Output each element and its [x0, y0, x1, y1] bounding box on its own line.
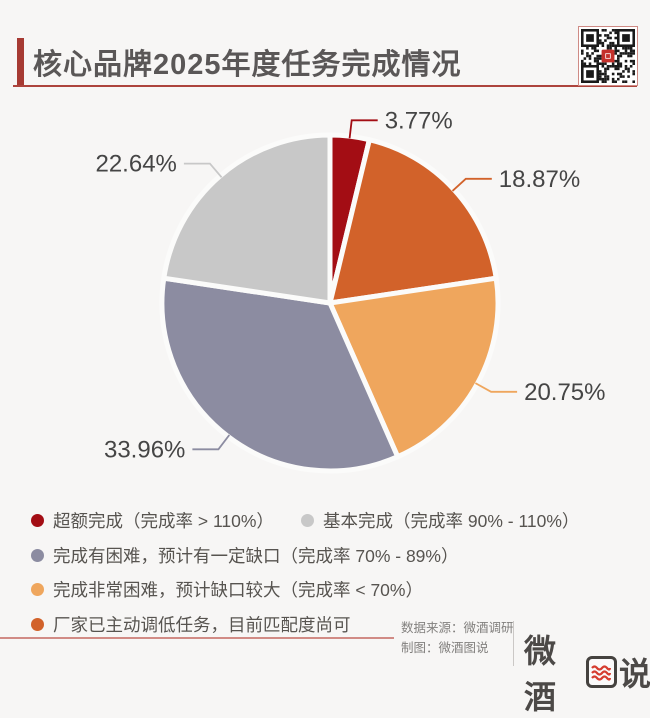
chart-credit-line: 制图：微酒图说 — [401, 641, 489, 655]
source-block: 数据来源：微酒调研 制图：微酒图说 — [401, 618, 514, 658]
footer-vertical-divider — [513, 621, 514, 666]
infographic-page: 核心品牌2025年度任务完成情况 3.77% 18.87% 20.75% 33.96%… — [0, 26, 650, 715]
legend-item: 完成非常困难，预计缺口较大（完成率 < 70%） — [31, 577, 423, 602]
pie-label-line — [192, 434, 231, 451]
legend-dot-icon — [31, 514, 44, 527]
title-accent-bar — [17, 38, 24, 85]
brand-logo: 微酒 说 — [524, 626, 650, 718]
pie-label-line — [348, 119, 378, 139]
qr-code-icon — [578, 26, 638, 86]
pie-percentage-label: 20.75% — [524, 379, 605, 406]
footer-accent-line — [0, 637, 394, 639]
legend-row: 超额完成（完成率 > 110%） 基本完成（完成率 90% - 110%） — [31, 508, 631, 533]
qr-code-pattern — [581, 29, 635, 83]
logo-suffix: 说 — [618, 656, 650, 692]
legend-row: 完成非常困难，预计缺口较大（完成率 < 70%） — [31, 577, 631, 602]
pie-percentage-label: 33.96% — [104, 436, 185, 463]
pie-label-line — [451, 177, 492, 192]
pie-chart: 3.77% 18.87% 20.75% 33.96% 22.64% — [0, 95, 650, 515]
pie-percentage-label: 22.64% — [95, 151, 176, 178]
pie-percentage-label: 3.77% — [385, 107, 453, 134]
legend-row: 厂家已主动调低任务，目前匹配度尚可 — [31, 612, 631, 637]
legend-dot-icon — [301, 514, 314, 527]
pie-slice — [161, 132, 333, 306]
page-title: 核心品牌2025年度任务完成情况 — [33, 48, 462, 81]
legend-dot-icon — [31, 617, 44, 631]
legend-label: 完成非常困难，预计缺口较大（完成率 < 70%） — [53, 580, 423, 600]
pie-label-line — [474, 382, 518, 393]
pie-label-line — [183, 162, 223, 178]
legend-label: 基本完成（完成率 90% - 110%） — [323, 511, 580, 531]
title-underline — [13, 85, 637, 87]
legend-item: 超额完成（完成率 > 110%） — [31, 508, 301, 533]
legend-item: 厂家已主动调低任务，目前匹配度尚可 — [31, 612, 351, 637]
red-waves-icon — [585, 656, 617, 688]
legend: 超额完成（完成率 > 110%） 基本完成（完成率 90% - 110%） 完成有困… — [31, 508, 631, 646]
data-source-line: 数据来源：微酒调研 — [401, 621, 514, 635]
legend-row: 完成有困难，预计有一定缺口（完成率 70% - 89%） — [31, 543, 631, 568]
legend-item: 基本完成（完成率 90% - 110%） — [301, 508, 579, 533]
legend-dot-icon — [31, 583, 44, 596]
legend-label: 完成有困难，预计有一定缺口（完成率 70% - 89%） — [53, 545, 459, 566]
legend-label: 厂家已主动调低任务，目前匹配度尚可 — [53, 614, 351, 635]
pie-percentage-label: 18.87% — [499, 166, 580, 193]
legend-label: 超额完成（完成率 > 110%） — [53, 511, 274, 531]
legend-dot-icon — [31, 548, 44, 562]
legend-item: 完成有困难，预计有一定缺口（完成率 70% - 89%） — [31, 543, 458, 568]
header: 核心品牌2025年度任务完成情况 — [17, 38, 462, 85]
logo-prefix: 微酒 — [524, 633, 556, 715]
